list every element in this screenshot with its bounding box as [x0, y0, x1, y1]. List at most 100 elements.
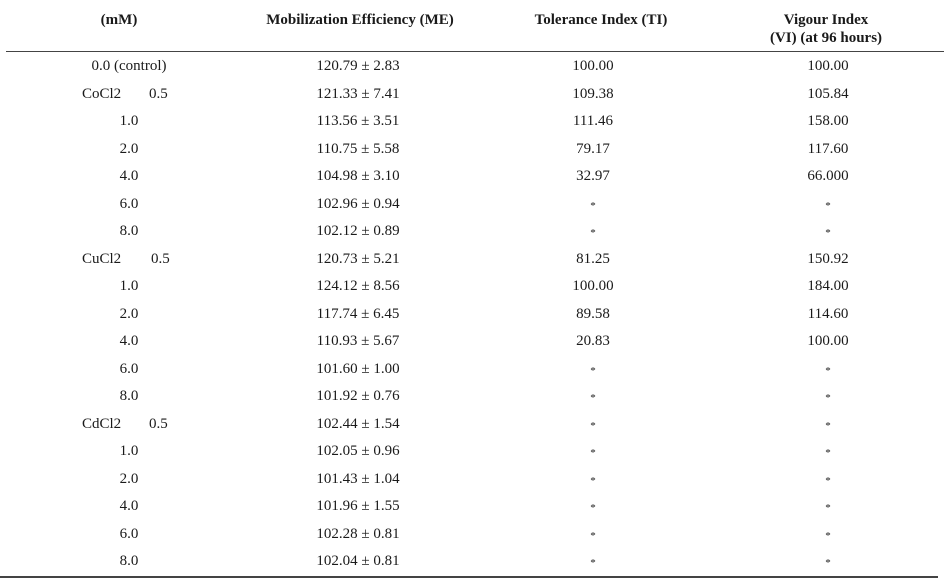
- table-row: 4.0 104.98 ± 3.10 32.97 66.000: [6, 163, 944, 191]
- table-row: 4.0 101.96 ± 1.55 * *: [6, 493, 944, 521]
- vigour-index-value: *: [825, 529, 831, 542]
- tolerance-index-value: 111.46: [572, 113, 614, 129]
- vigour-index-value: 105.84: [807, 85, 849, 102]
- table-row: 1.0 113.56 ± 3.51 111.46 158.00: [6, 108, 944, 136]
- concentration-value: 0.5: [149, 415, 168, 432]
- concentration-value: 2.0: [119, 470, 139, 487]
- mobilization-efficiency-value: 101.96 ± 1.55: [316, 498, 400, 514]
- concentration-value: 2.0: [119, 305, 139, 322]
- mobilization-efficiency-value: 104.98 ± 3.10: [316, 168, 400, 184]
- mobilization-efficiency-value: 102.05 ± 0.96: [316, 443, 400, 459]
- concentration-value: 6.0: [119, 525, 139, 542]
- mobilization-efficiency-value: 110.75 ± 5.58: [316, 140, 400, 157]
- table-row: CuCl2 0.5 120.73 ± 5.21 81.25 150.92: [6, 246, 944, 274]
- vigour-index-value: *: [825, 227, 831, 239]
- concentration-value: 1.0: [119, 278, 139, 294]
- concentration-value: 4.0: [119, 168, 139, 184]
- tolerance-index-value: *: [590, 392, 596, 404]
- table-row: 4.0 110.93 ± 5.67 20.83 100.00: [6, 328, 944, 356]
- concentration-value: 8.0: [119, 553, 139, 569]
- vigour-index-value: 117.60: [807, 140, 849, 157]
- vigour-index-value: *: [825, 419, 831, 432]
- concentration-value: 0.0 (control): [91, 58, 167, 74]
- mobilization-efficiency-value: 102.96 ± 0.94: [316, 195, 400, 212]
- mobilization-efficiency-value: 113.56 ± 3.51: [316, 113, 400, 129]
- header-mobilization-efficiency: Mobilization Efficiency (ME): [266, 12, 454, 28]
- vigour-index-value: 100.00: [807, 333, 849, 349]
- concentration-value: 1.0: [119, 443, 139, 459]
- tolerance-index-value: *: [590, 447, 596, 459]
- concentration-cell: CoCl2 0.5: [82, 86, 168, 103]
- table-row: 8.0 101.92 ± 0.76 * *: [6, 383, 944, 411]
- mobilization-efficiency-value: 110.93 ± 5.67: [316, 333, 400, 349]
- vigour-index-value: 158.00: [807, 113, 849, 129]
- header-vigour-index: Vigour Index (VI) (at 96 hours): [736, 11, 916, 47]
- vigour-index-value: 150.92: [807, 250, 849, 267]
- table-row: 1.0 102.05 ± 0.96 * *: [6, 438, 944, 466]
- vigour-index-value: *: [825, 474, 831, 487]
- table-row: 8.0 102.04 ± 0.81 * *: [6, 548, 944, 576]
- vigour-index-value: *: [825, 392, 831, 404]
- vigour-index-value: *: [825, 502, 831, 514]
- vigour-index-value: *: [825, 364, 831, 377]
- tolerance-index-value: 79.17: [576, 140, 610, 157]
- mobilization-efficiency-value: 101.60 ± 1.00: [316, 360, 400, 377]
- concentration-value: 8.0: [119, 388, 139, 404]
- concentration-value: 2.0: [119, 140, 139, 157]
- concentration-value: 1.0: [119, 113, 139, 129]
- table-row: 2.0 117.74 ± 6.45 89.58 114.60: [6, 301, 944, 329]
- header-concentration: (mM): [100, 12, 138, 28]
- concentration-value: 8.0: [119, 223, 139, 239]
- table-row: CdCl2 0.5 102.44 ± 1.54 * *: [6, 411, 944, 439]
- vigour-index-value: 66.000: [807, 168, 849, 184]
- table-row: 2.0 110.75 ± 5.58 79.17 117.60: [6, 136, 944, 164]
- tolerance-index-value: 20.83: [576, 333, 610, 349]
- table-header: (mM) Mobilization Efficiency (ME) Tolera…: [6, 0, 944, 52]
- tolerance-index-value: *: [590, 502, 596, 514]
- table-row: 6.0 101.60 ± 1.00 * *: [6, 356, 944, 384]
- vigour-index-value: 100.00: [807, 58, 849, 74]
- table-bottom-rule: [0, 576, 938, 578]
- metal-label: CoCl2: [82, 85, 122, 102]
- data-table: (mM) Mobilization Efficiency (ME) Tolera…: [6, 0, 944, 576]
- header-tolerance-index: Tolerance Index (TI): [534, 12, 668, 28]
- tolerance-index-value: 100.00: [572, 58, 614, 74]
- tolerance-index-value: 100.00: [572, 278, 614, 294]
- tolerance-index-value: *: [590, 529, 596, 542]
- table-row: 8.0 102.12 ± 0.89 * *: [6, 218, 944, 246]
- concentration-value: 0.5: [151, 250, 170, 267]
- concentration-cell: CdCl2 0.5: [82, 416, 168, 433]
- vigour-index-value: *: [825, 199, 831, 212]
- mobilization-efficiency-value: 117.74 ± 6.45: [316, 305, 400, 322]
- mobilization-efficiency-value: 102.28 ± 0.81: [316, 525, 400, 542]
- tolerance-index-value: 81.25: [576, 250, 610, 267]
- table-row: 6.0 102.28 ± 0.81 * *: [6, 521, 944, 549]
- concentration-value: 6.0: [119, 195, 139, 212]
- mobilization-efficiency-value: 102.44 ± 1.54: [316, 415, 400, 432]
- tolerance-index-value: *: [590, 227, 596, 239]
- table-row: CoCl2 0.5 121.33 ± 7.41 109.38 105.84: [6, 81, 944, 109]
- mobilization-efficiency-value: 121.33 ± 7.41: [316, 85, 400, 102]
- metal-label: CuCl2: [82, 250, 122, 267]
- vigour-index-value: 184.00: [807, 278, 849, 294]
- concentration-value: 0.5: [149, 85, 168, 102]
- concentration-value: 4.0: [119, 333, 139, 349]
- tolerance-index-value: *: [590, 364, 596, 377]
- tolerance-index-value: *: [590, 419, 596, 432]
- mobilization-efficiency-value: 101.43 ± 1.04: [316, 470, 400, 487]
- vigour-index-value: 114.60: [807, 305, 849, 322]
- vigour-index-value: *: [825, 557, 831, 569]
- tolerance-index-value: 32.97: [576, 168, 610, 184]
- mobilization-efficiency-value: 120.79 ± 2.83: [316, 58, 400, 74]
- header-vigour-index-line1: Vigour Index: [783, 12, 869, 28]
- tolerance-index-value: *: [590, 199, 596, 212]
- table-row: 6.0 102.96 ± 0.94 * *: [6, 191, 944, 219]
- vigour-index-value: *: [825, 447, 831, 459]
- table-row: 2.0 101.43 ± 1.04 * *: [6, 466, 944, 494]
- tolerance-index-value: *: [590, 474, 596, 487]
- table-row: 1.0 124.12 ± 8.56 100.00 184.00: [6, 273, 944, 301]
- tolerance-index-value: *: [590, 557, 596, 569]
- concentration-cell: CuCl2 0.5: [82, 251, 170, 268]
- tolerance-index-value: 89.58: [576, 305, 610, 322]
- tolerance-index-value: 109.38: [572, 85, 614, 102]
